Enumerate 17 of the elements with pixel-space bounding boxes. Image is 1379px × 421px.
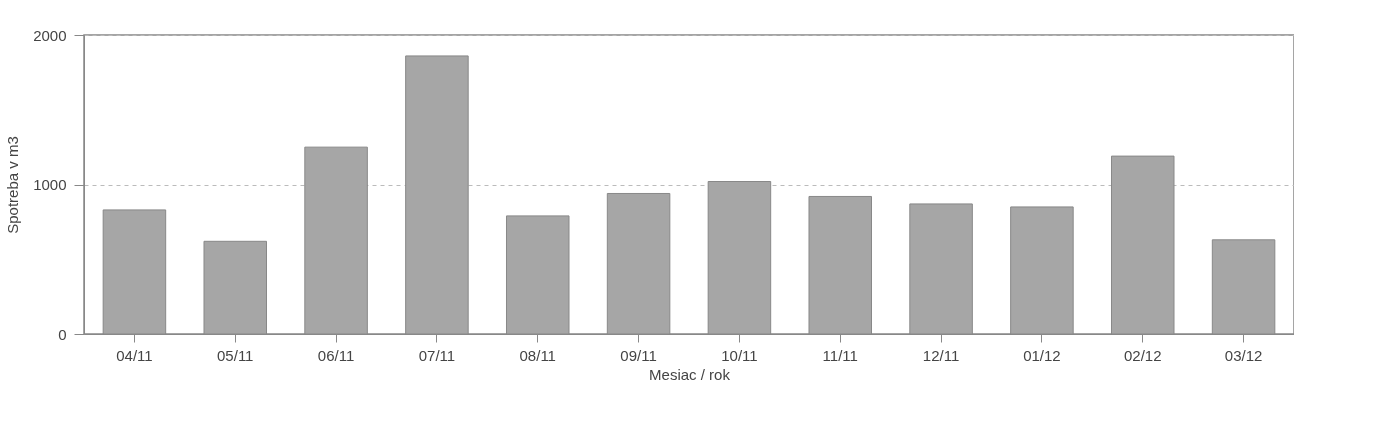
y-tick-label: 1000: [33, 176, 67, 193]
y-axis-title: Spotreba v m3: [4, 136, 22, 234]
x-tick-label: 06/11: [317, 346, 355, 364]
x-tick-label: 12/11: [922, 346, 960, 364]
x-tick-label: 02/12: [1123, 346, 1162, 364]
x-tick-label: 03/12: [1224, 346, 1263, 364]
x-tick-label: 05/11: [217, 346, 254, 364]
y-tick-label: 0: [58, 325, 67, 343]
x-tick-label: 09/11: [620, 346, 657, 364]
y-tick-label: 2000: [33, 26, 67, 44]
x-tick-label: 11/11: [822, 346, 858, 364]
x-axis-title: Mesiac / rok: [649, 365, 731, 383]
x-tick-label: 10/11: [721, 346, 758, 364]
x-tick-label: 07/11: [418, 346, 456, 364]
x-tick-label: 04/11: [116, 346, 153, 364]
x-tick-label: 08/11: [519, 346, 556, 364]
x-tick-label: 01/12: [1023, 346, 1061, 364]
